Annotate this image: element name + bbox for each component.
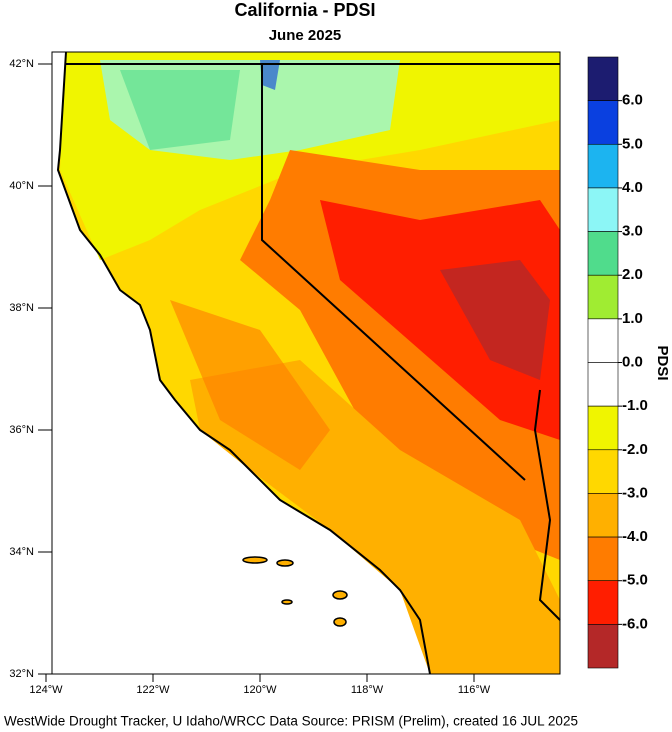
colorbar-cell	[587, 100, 619, 145]
colorbar-title: PDSI	[654, 345, 671, 380]
colorbar-label: -4.0	[622, 528, 648, 545]
extreme	[440, 260, 550, 380]
very-dry	[320, 200, 560, 440]
colorbar-label: 4.0	[622, 179, 643, 196]
colorbar-label: -6.0	[622, 615, 648, 632]
colorbar-cell	[587, 274, 619, 320]
colorbar-label: -2.0	[622, 441, 648, 458]
lat-label: 34°N	[9, 546, 34, 558]
colorbar-label: -5.0	[622, 572, 648, 589]
colorbar-cell	[587, 187, 619, 232]
map	[51, 51, 561, 675]
colorbar-label: 6.0	[622, 92, 643, 109]
colorbar-cell	[587, 493, 619, 538]
colorbar-cell	[587, 624, 619, 669]
islands	[242, 556, 348, 627]
lat-label: 36°N	[9, 424, 34, 436]
lat-label: 40°N	[9, 180, 34, 192]
colorbar-cell	[587, 536, 619, 582]
lon-label: 116°W	[458, 684, 491, 696]
lon-label: 120°W	[243, 684, 277, 696]
lat-label: 42°N	[9, 58, 34, 70]
subtitle: June 2025	[269, 27, 342, 44]
colorbar-cell	[587, 56, 619, 101]
colorbar-cell	[587, 449, 619, 494]
colorbar-cell	[587, 362, 619, 407]
colorbar-label: 0.0	[622, 353, 643, 370]
colorbar-cell	[587, 318, 619, 363]
lon-label: 122°W	[136, 684, 170, 696]
colorbar-label: 1.0	[622, 310, 643, 327]
green-patch	[120, 70, 240, 150]
colorbar-label: 5.0	[622, 135, 643, 152]
title: California - PDSI	[234, 0, 375, 20]
lon-label: 124°W	[29, 684, 63, 696]
colorbar-label: -1.0	[622, 397, 648, 414]
central-orange	[170, 300, 330, 470]
lat-label: 38°N	[9, 302, 34, 314]
map-frame	[51, 51, 561, 675]
lon-label: 118°W	[351, 684, 384, 696]
footer: WestWide Drought Tracker, U Idaho/WRCC D…	[4, 714, 578, 729]
state-borders	[56, 51, 561, 675]
colorbar-cell	[587, 405, 619, 451]
colorbar-cell	[587, 580, 619, 625]
lat-label: 32°N	[9, 668, 34, 680]
colorbar-label: -3.0	[622, 484, 648, 501]
blue-patch	[260, 60, 280, 90]
colorbar-cell	[587, 143, 619, 189]
colorbar-label: 2.0	[622, 266, 643, 283]
colorbar-cell	[587, 231, 619, 276]
colorbar-label: 3.0	[622, 223, 643, 240]
